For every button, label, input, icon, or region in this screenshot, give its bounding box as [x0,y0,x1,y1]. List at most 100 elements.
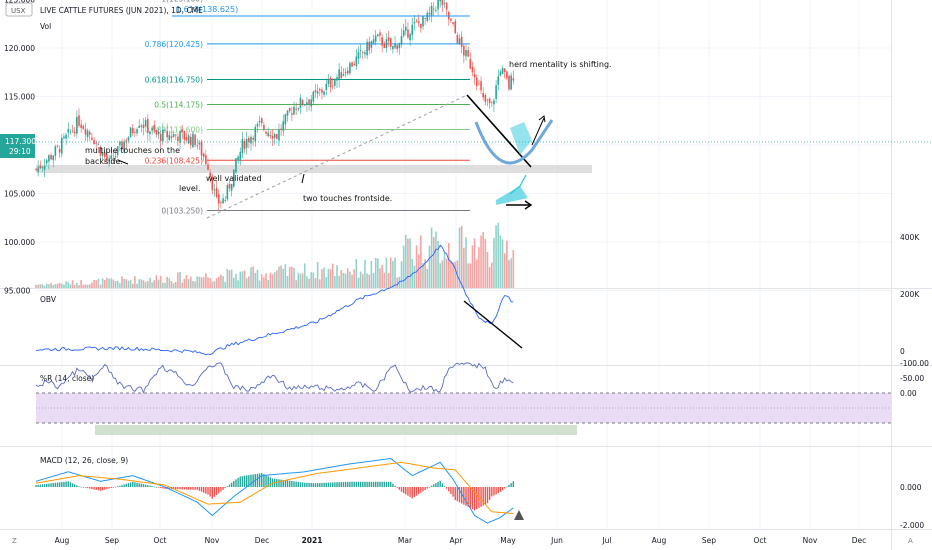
user-drawings[interactable] [117,94,554,210]
time-axis[interactable]: Aug Sep Oct Nov Dec 2021 Mar Apr May Jun Jul Aug Sep… [55,536,867,545]
corner-left[interactable]: Z [12,537,17,545]
volume-bar [134,276,136,288]
volume-bar [303,263,306,288]
candle-body [396,45,398,49]
candle-body [398,42,401,48]
candle-body [437,0,439,10]
volume-bar [334,276,336,288]
volume-bar [389,257,392,288]
macd-histogram-bar [172,487,175,490]
volume-bar [131,283,134,288]
fib-level-label: 0.618(116.750) [145,76,203,85]
candle-body [174,134,177,136]
macd-histogram-bar [461,487,463,504]
volume-bar [174,282,177,288]
candle-body [48,155,50,162]
volume-bar [465,237,467,288]
price-candles [35,0,515,211]
volume-bar [179,271,181,288]
macd-histogram-bar [117,486,119,487]
macd-histogram-bar [97,487,100,491]
volume-bar [396,277,398,288]
time-tick-label: Jun [550,536,563,545]
macd-histogram-bar [456,487,459,502]
volume-bar [407,238,409,288]
candle-body [54,146,57,156]
volume-bar [211,282,214,288]
macd-histogram-bar [351,481,353,487]
volume-bar [114,281,117,288]
macd-histogram-bar [104,487,106,490]
macd-histogram-bar [39,484,41,487]
macd-histogram-bar [48,483,50,487]
volume-bar [392,260,394,288]
volume-bar [437,240,439,288]
candle-body [250,136,252,144]
flag-shape [510,122,532,155]
volume-bar [488,267,491,288]
macd-histogram-bar [248,475,250,487]
volume-bar [73,284,76,288]
macd-histogram-bar [441,483,444,487]
candle-body [428,13,431,15]
candle-body [159,134,162,141]
up-check-arrow [509,174,527,195]
macd-histogram-bar [314,483,317,487]
macd-histogram-bar [396,487,398,488]
macd-histogram-bar [153,486,155,488]
candle-body [473,74,476,78]
macd-histogram-bar [67,481,69,487]
candle-body [454,21,457,34]
volume-bar [306,276,308,288]
volume-bar [228,270,231,288]
indicator-axes[interactable]: 400K 200K 0 0.00 -50.00 -100.00 0.000 -2.000 [900,233,929,530]
macd-histogram-bar [252,474,254,487]
fib-retracement[interactable]: 1(125.100) 0.786(120.425) 0.618(116.750) 0.… [145,0,470,215]
macd-histogram-bar [181,487,183,490]
volume-bar [220,274,222,288]
volume-bar [37,284,39,288]
candle-body [217,194,220,204]
volume-bar [97,278,100,288]
candle-body [387,37,390,41]
macd-histogram-bar [205,487,207,494]
candle-body [417,21,420,24]
macd-histogram-bar [448,487,450,492]
candle-body [426,12,429,21]
macd-histogram-bar [256,473,259,487]
obv-down-line [463,300,523,349]
macd-histogram-bar [387,481,390,487]
volume-bar [144,281,147,288]
macd-histogram-bar [269,477,272,487]
corner-right[interactable]: A [908,537,913,545]
macd-histogram-bar [407,487,409,496]
signal-line [35,461,514,515]
vol-label: Vol [40,22,51,31]
fib-level-label: 1(125.100) [161,0,203,4]
macd-histogram-bar [501,487,504,491]
candle-body [422,15,424,27]
candle-body [286,110,289,116]
time-tick-label: Dec [852,536,867,545]
candle-body [177,136,179,141]
time-tick-label: Oct [154,536,167,545]
volume-bar [430,227,433,288]
time-tick-label: Oct [754,536,767,545]
candle-body [119,141,121,146]
chart-title: LIVE CATTLE FUTURES (JUN 2021), 1D, CME [40,6,203,15]
macd-histogram-bar [224,487,226,489]
volume-bar [329,269,332,288]
candle-body [506,71,508,79]
volume-bar [50,282,52,288]
macd-histogram-bar [140,483,143,487]
macd-histogram-bar [400,487,403,492]
volume-bar [121,276,123,288]
volume-bar [501,239,504,288]
macd-histogram-bar [364,481,366,487]
volume-bar [467,263,469,288]
macd-histogram-bar [392,483,394,487]
volume-bar [299,274,302,288]
candle-body [258,121,261,123]
